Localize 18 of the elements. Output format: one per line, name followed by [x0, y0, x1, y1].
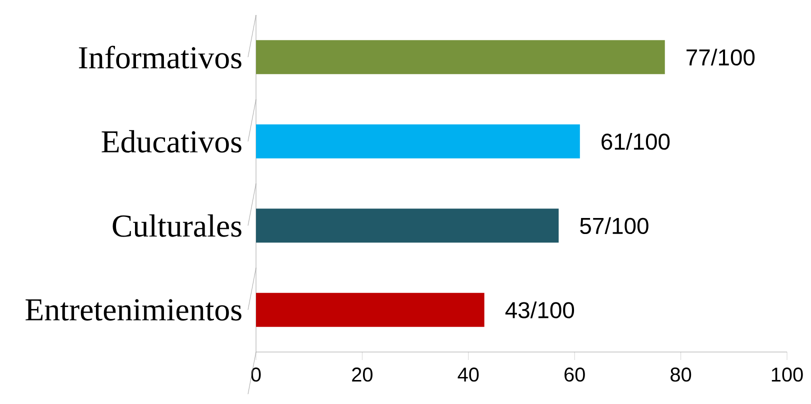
data-label: 57/100: [580, 217, 648, 234]
x-tick-label: 80: [670, 368, 692, 382]
y-tick-label: Entretenimientos: [26, 299, 242, 321]
bar: [256, 208, 559, 243]
x-tick-label: 60: [564, 368, 585, 382]
data-label: 77/100: [686, 48, 755, 66]
y-tick-label: Educativos: [102, 130, 242, 153]
x-tick-label: 20: [352, 368, 372, 382]
y-tick-label: Culturales: [112, 214, 242, 237]
bar: [256, 124, 580, 158]
bar: [256, 292, 484, 327]
data-label: 43/100: [505, 301, 574, 318]
x-tick-label: 40: [458, 368, 479, 382]
x-tick-label: 100: [772, 368, 803, 382]
y-tick-label: Informativos: [78, 46, 242, 69]
data-label: 61/100: [602, 132, 670, 150]
x-tick-label: 0: [251, 368, 261, 382]
bar: [256, 40, 665, 74]
